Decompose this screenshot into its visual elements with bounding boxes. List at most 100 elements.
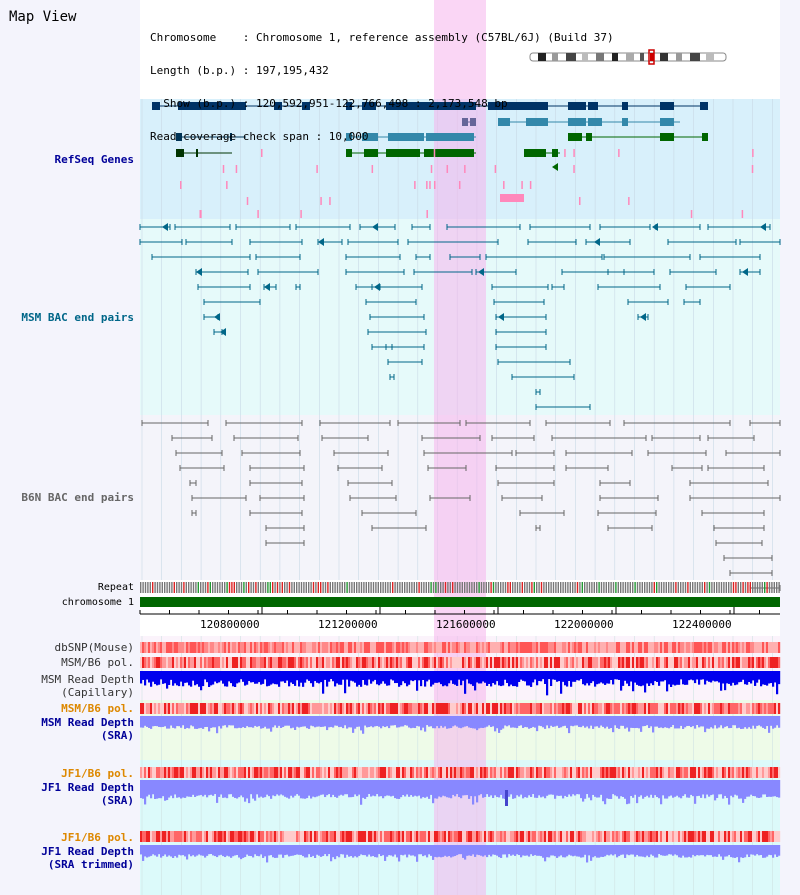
read-depth-bar [674,780,677,797]
read-depth-bar [234,845,237,856]
polymorphism-cell [312,831,315,842]
track-label-msm-b6-pol[interactable]: MSM/B6 pol. [61,656,134,669]
polymorphism-cell [602,767,605,778]
read-depth-bar [216,780,219,803]
polymorphism-cell [594,767,597,778]
read-depth-bar [140,780,143,799]
polymorphism-cell [746,703,749,714]
track-label-dbsnp[interactable]: dbSNP(Mouse) [54,641,134,654]
polymorphism-cell [484,767,487,778]
read-depth-bar [650,780,653,795]
read-depth-bar [418,780,421,796]
track-label-msm-bac[interactable]: MSM BAC end pairs [21,311,134,324]
polymorphism-cell [394,657,397,668]
track-label-b6n-bac[interactable]: B6N BAC end pairs [21,491,134,504]
read-depth-bar [268,780,271,797]
repeat-mark [756,582,759,593]
gene-arrow [346,102,352,110]
repeat-mark [423,582,425,593]
polymorphism-cell [568,703,571,714]
track-label-chromosome[interactable]: chromosome 1 [61,597,134,608]
read-depth-bar [454,671,457,685]
read-depth-bar [144,716,147,726]
polymorphism-cell [316,703,319,714]
polymorphism-cell [324,642,327,653]
track-label-jf1-b6-pol-2[interactable]: JF1/B6 pol. [61,831,134,844]
polymorphism-cell [302,703,305,714]
polymorphism-cell [228,831,231,842]
polymorphism-cell [762,703,765,714]
track-label-msm-depth-sra[interactable]: MSM Read Depth (SRA) [41,716,134,742]
read-depth-bar [218,845,221,856]
read-depth-bar [712,780,715,795]
polymorphism-cell [274,657,277,668]
polymorphism-cell [456,657,459,668]
polymorphism-cell [304,657,307,668]
read-depth-bar [666,716,669,728]
polymorphism-cell [222,703,225,714]
track-label-jf1-depth-trimmed[interactable]: JF1 Read Depth (SRA trimmed) [41,845,134,871]
gene-exon [470,118,476,126]
polymorphism-cell [590,703,593,714]
polymorphism-cell [410,657,413,668]
polymorphism-cell [278,703,281,714]
track-label-jf1-depth-sra[interactable]: JF1 Read Depth (SRA) [41,781,134,807]
read-depth-bar [746,845,749,855]
pseudogene-mark [618,149,620,157]
polymorphism-cell [726,642,729,653]
pseudogene-mark [690,210,693,218]
read-depth-bar [190,780,193,797]
polymorphism-cell [212,703,215,714]
read-depth-bar [450,716,453,729]
read-depth-bar [444,716,447,727]
read-depth-bar [376,780,379,795]
read-depth-bar [470,780,473,797]
polymorphism-cell [434,642,437,653]
read-depth-bar [456,780,459,795]
read-depth-bar [714,780,717,801]
polymorphism-cell [400,657,403,668]
read-depth-bar [142,716,145,728]
polymorphism-cell [222,767,225,778]
track-label-repeat[interactable]: Repeat [97,582,134,593]
polymorphism-cell [338,657,341,668]
track-label-msm-depth-capillary[interactable]: MSM Read Depth (Capillary) [41,673,134,699]
polymorphism-cell [772,657,775,668]
repeat-mark [576,582,579,593]
polymorphism-cell [516,657,519,668]
polymorphism-cell [324,657,327,668]
track-label-jf1-b6-pol[interactable]: JF1/B6 pol. [61,767,134,780]
read-depth-bar [194,780,197,797]
polymorphism-cell [734,642,737,653]
read-depth-bar [200,780,203,795]
polymorphism-cell [540,767,543,778]
read-depth-bar [682,845,685,856]
polymorphism-cell [236,642,239,653]
read-depth-bar [254,716,257,726]
polymorphism-cell [178,703,181,714]
read-depth-bar [312,671,315,687]
polymorphism-cell [528,767,531,778]
repeat-mark [689,582,691,593]
read-depth-bar [284,845,287,856]
read-depth-bar [500,780,503,795]
read-depth-bar [472,671,475,686]
read-depth-bar [622,716,625,726]
read-depth-bar [366,671,369,686]
polymorphism-cell [334,831,337,842]
polymorphism-cell [644,642,647,653]
polymorphism-cell [562,831,565,842]
read-depth-bar [628,780,631,804]
polymorphism-cell [330,642,333,653]
polymorphism-cell [466,767,469,778]
track-label-msm-b6-pol-2[interactable]: MSM/B6 pol. [61,702,134,715]
read-depth-bar [236,716,239,729]
polymorphism-cell [428,831,431,842]
polymorphism-cell [492,831,495,842]
polymorphism-cell [380,767,383,778]
polymorphism-cell [406,657,409,668]
polymorphism-cell [590,767,593,778]
track-label-refseq[interactable]: RefSeq Genes [54,153,134,166]
repeat-mark [478,582,480,593]
